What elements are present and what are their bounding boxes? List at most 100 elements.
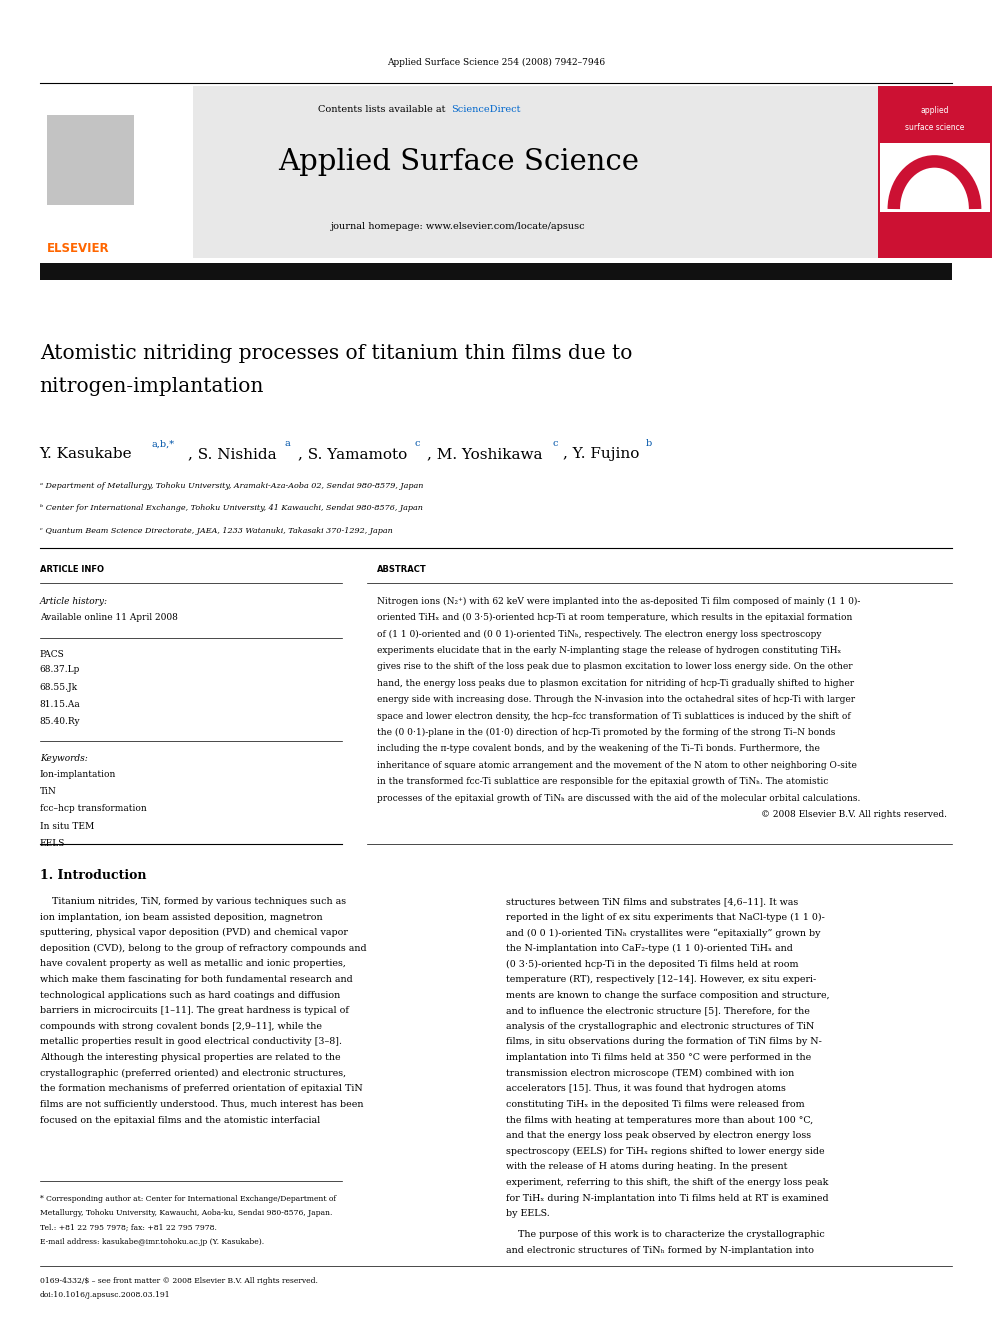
Text: processes of the epitaxial growth of TiNₕ are discussed with the aid of the mole: processes of the epitaxial growth of TiN… xyxy=(377,794,860,803)
Text: inheritance of square atomic arrangement and the movement of the N atom to other: inheritance of square atomic arrangement… xyxy=(377,761,857,770)
Text: films, in situ observations during the formation of TiN films by N-: films, in situ observations during the f… xyxy=(506,1037,821,1046)
Text: technological applications such as hard coatings and diffusion: technological applications such as hard … xyxy=(40,991,340,1000)
Text: transmission electron microscope (TEM) combined with ion: transmission electron microscope (TEM) c… xyxy=(506,1069,795,1078)
Text: temperature (RT), respectively [12–14]. However, ex situ experi-: temperature (RT), respectively [12–14]. … xyxy=(506,975,816,984)
FancyBboxPatch shape xyxy=(880,143,990,212)
Text: ABSTRACT: ABSTRACT xyxy=(377,565,427,574)
Text: Applied Surface Science 254 (2008) 7942–7946: Applied Surface Science 254 (2008) 7942–… xyxy=(387,58,605,67)
Text: films are not sufficiently understood. Thus, much interest has been: films are not sufficiently understood. T… xyxy=(40,1099,363,1109)
Text: Ion-implantation: Ion-implantation xyxy=(40,770,116,779)
Text: EELS: EELS xyxy=(40,839,65,848)
Text: Contents lists available at: Contents lists available at xyxy=(317,105,448,114)
Text: Although the interesting physical properties are related to the: Although the interesting physical proper… xyxy=(40,1053,340,1062)
Text: by EELS.: by EELS. xyxy=(506,1209,550,1218)
Text: ments are known to change the surface composition and structure,: ments are known to change the surface co… xyxy=(506,991,829,1000)
Text: the films with heating at temperatures more than about 100 °C,: the films with heating at temperatures m… xyxy=(506,1115,813,1125)
Text: for TiHₓ during N-implantation into Ti films held at RT is examined: for TiHₓ during N-implantation into Ti f… xyxy=(506,1193,828,1203)
Text: In situ TEM: In situ TEM xyxy=(40,822,94,831)
Text: , S. Nishida: , S. Nishida xyxy=(188,447,277,462)
Text: Applied Surface Science: Applied Surface Science xyxy=(278,148,639,176)
Text: space and lower electron density, the hcp–fcc transformation of Ti sublattices i: space and lower electron density, the hc… xyxy=(377,712,850,721)
Text: E-mail address: kasukabe@imr.tohoku.ac.jp (Y. Kasukabe).: E-mail address: kasukabe@imr.tohoku.ac.j… xyxy=(40,1238,264,1246)
Text: Titanium nitrides, TiN, formed by various techniques such as: Titanium nitrides, TiN, formed by variou… xyxy=(40,897,346,906)
Text: Y. Kasukabe: Y. Kasukabe xyxy=(40,447,132,462)
Text: analysis of the crystallographic and electronic structures of TiN: analysis of the crystallographic and ele… xyxy=(506,1021,814,1031)
Text: experiments elucidate that in the early N-implanting stage the release of hydrog: experiments elucidate that in the early … xyxy=(377,646,841,655)
Text: energy side with increasing dose. Through the N-invasion into the octahedral sit: energy side with increasing dose. Throug… xyxy=(377,695,855,704)
FancyBboxPatch shape xyxy=(878,86,992,258)
Text: b: b xyxy=(646,439,652,448)
Text: the formation mechanisms of preferred orientation of epitaxial TiN: the formation mechanisms of preferred or… xyxy=(40,1085,362,1093)
Text: TiN: TiN xyxy=(40,787,57,796)
Text: gives rise to the shift of the loss peak due to plasmon excitation to lower loss: gives rise to the shift of the loss peak… xyxy=(377,663,852,671)
Text: Metallurgy, Tohoku University, Kawauchi, Aoba-ku, Sendai 980-8576, Japan.: Metallurgy, Tohoku University, Kawauchi,… xyxy=(40,1209,332,1217)
Text: ᵇ Center for International Exchange, Tohoku University, 41 Kawauchi, Sendai 980-: ᵇ Center for International Exchange, Toh… xyxy=(40,504,423,512)
Text: (0 3⋅5)-oriented hcp-Ti in the deposited Ti films held at room: (0 3⋅5)-oriented hcp-Ti in the deposited… xyxy=(506,959,799,968)
Text: and (0 0 1)-oriented TiNₕ crystallites were “epitaxially” grown by: and (0 0 1)-oriented TiNₕ crystallites w… xyxy=(506,929,820,938)
Text: focused on the epitaxial films and the atomistic interfacial: focused on the epitaxial films and the a… xyxy=(40,1115,320,1125)
Text: accelerators [15]. Thus, it was found that hydrogen atoms: accelerators [15]. Thus, it was found th… xyxy=(506,1085,786,1093)
Text: The purpose of this work is to characterize the crystallographic: The purpose of this work is to character… xyxy=(506,1230,824,1240)
Text: with the release of H atoms during heating. In the present: with the release of H atoms during heati… xyxy=(506,1163,788,1171)
Text: hand, the energy loss peaks due to plasmon excitation for nitriding of hcp-Ti gr: hand, the energy loss peaks due to plasm… xyxy=(377,679,854,688)
Text: metallic properties result in good electrical conductivity [3–8].: metallic properties result in good elect… xyxy=(40,1037,341,1046)
Text: surface science: surface science xyxy=(905,123,964,132)
Text: journal homepage: www.elsevier.com/locate/apsusc: journal homepage: www.elsevier.com/locat… xyxy=(331,222,585,232)
Text: ARTICLE INFO: ARTICLE INFO xyxy=(40,565,104,574)
Text: , Y. Fujino: , Y. Fujino xyxy=(563,447,640,462)
Text: sputtering, physical vapor deposition (PVD) and chemical vapor: sputtering, physical vapor deposition (P… xyxy=(40,929,347,937)
Text: 0169-4332/$ – see front matter © 2008 Elsevier B.V. All rights reserved.: 0169-4332/$ – see front matter © 2008 El… xyxy=(40,1277,317,1285)
Text: spectroscopy (EELS) for TiHₓ regions shifted to lower energy side: spectroscopy (EELS) for TiHₓ regions shi… xyxy=(506,1147,824,1156)
Text: PACS: PACS xyxy=(40,650,64,659)
Text: ScienceDirect: ScienceDirect xyxy=(451,105,521,114)
FancyBboxPatch shape xyxy=(40,263,952,280)
Text: 68.55.Jk: 68.55.Jk xyxy=(40,683,77,692)
Text: experiment, referring to this shift, the shift of the energy loss peak: experiment, referring to this shift, the… xyxy=(506,1177,828,1187)
Text: reported in the light of ex situ experiments that NaCl-type (1 1 0)-: reported in the light of ex situ experim… xyxy=(506,913,824,922)
Text: Keywords:: Keywords: xyxy=(40,754,87,763)
Text: ᵃ Department of Metallurgy, Tohoku University, Aramaki-Aza-Aoba 02, Sendai 980-8: ᵃ Department of Metallurgy, Tohoku Unive… xyxy=(40,482,423,490)
FancyBboxPatch shape xyxy=(40,86,878,258)
Text: structures between TiN films and substrates [4,6–11]. It was: structures between TiN films and substra… xyxy=(506,897,799,906)
Text: crystallographic (preferred oriented) and electronic structures,: crystallographic (preferred oriented) an… xyxy=(40,1069,346,1078)
Text: a: a xyxy=(285,439,291,448)
Text: nitrogen-implantation: nitrogen-implantation xyxy=(40,377,264,396)
Text: 81.15.Aa: 81.15.Aa xyxy=(40,700,80,709)
Text: ELSEVIER: ELSEVIER xyxy=(47,242,109,255)
Text: Available online 11 April 2008: Available online 11 April 2008 xyxy=(40,613,178,622)
Text: which make them fascinating for both fundamental research and: which make them fascinating for both fun… xyxy=(40,975,352,984)
Text: constituting TiHₓ in the deposited Ti films were released from: constituting TiHₓ in the deposited Ti fi… xyxy=(506,1099,805,1109)
Text: ion implantation, ion beam assisted deposition, magnetron: ion implantation, ion beam assisted depo… xyxy=(40,913,322,922)
Text: and that the energy loss peak observed by electron energy loss: and that the energy loss peak observed b… xyxy=(506,1131,811,1140)
Text: a,b,*: a,b,* xyxy=(152,439,175,448)
Text: deposition (CVD), belong to the group of refractory compounds and: deposition (CVD), belong to the group of… xyxy=(40,943,366,953)
Text: applied: applied xyxy=(921,106,948,115)
Text: oriented TiHₓ and (0 3⋅5)-oriented hcp-Ti at room temperature, which results in : oriented TiHₓ and (0 3⋅5)-oriented hcp-T… xyxy=(377,613,852,622)
Text: compounds with strong covalent bonds [2,9–11], while the: compounds with strong covalent bonds [2,… xyxy=(40,1021,321,1031)
Text: Tel.: +81 22 795 7978; fax: +81 22 795 7978.: Tel.: +81 22 795 7978; fax: +81 22 795 7… xyxy=(40,1224,216,1232)
Text: the N-implantation into CaF₂-type (1 1 0)-oriented TiHₓ and: the N-implantation into CaF₂-type (1 1 0… xyxy=(506,943,793,953)
FancyBboxPatch shape xyxy=(40,86,193,258)
Text: 1. Introduction: 1. Introduction xyxy=(40,869,146,882)
Text: Nitrogen ions (N₂⁺) with 62 keV were implanted into the as-deposited Ti film com: Nitrogen ions (N₂⁺) with 62 keV were imp… xyxy=(377,597,860,606)
Text: of (1 1 0)-oriented and (0 0 1)-oriented TiNₕ, respectively. The electron energy: of (1 1 0)-oriented and (0 0 1)-oriented… xyxy=(377,630,821,639)
Text: , M. Yoshikawa: , M. Yoshikawa xyxy=(427,447,542,462)
Text: have covalent property as well as metallic and ionic properties,: have covalent property as well as metall… xyxy=(40,959,345,968)
Text: * Corresponding author at: Center for International Exchange/Department of: * Corresponding author at: Center for In… xyxy=(40,1195,336,1203)
Text: implantation into Ti films held at 350 °C were performed in the: implantation into Ti films held at 350 °… xyxy=(506,1053,811,1062)
Text: Atomistic nitriding processes of titanium thin films due to: Atomistic nitriding processes of titaniu… xyxy=(40,344,632,363)
Text: and electronic structures of TiNₕ formed by N-implantation into: and electronic structures of TiNₕ formed… xyxy=(506,1246,813,1254)
Text: the (0 0⋅1)-plane in the (01⋅0) direction of hcp-Ti promoted by the forming of t: the (0 0⋅1)-plane in the (01⋅0) directio… xyxy=(377,728,835,737)
FancyBboxPatch shape xyxy=(47,115,134,205)
Text: 85.40.Ry: 85.40.Ry xyxy=(40,717,80,726)
Text: , S. Yamamoto: , S. Yamamoto xyxy=(298,447,407,462)
Text: including the π-type covalent bonds, and by the weakening of the Ti–Ti bonds. Fu: including the π-type covalent bonds, and… xyxy=(377,745,819,753)
Text: 68.37.Lp: 68.37.Lp xyxy=(40,665,80,675)
Text: Article history:: Article history: xyxy=(40,597,108,606)
Text: © 2008 Elsevier B.V. All rights reserved.: © 2008 Elsevier B.V. All rights reserved… xyxy=(762,810,947,819)
Text: fcc–hcp transformation: fcc–hcp transformation xyxy=(40,804,147,814)
Text: c: c xyxy=(553,439,558,448)
Text: barriers in microcircuits [1–11]. The great hardness is typical of: barriers in microcircuits [1–11]. The gr… xyxy=(40,1007,348,1015)
Text: in the transformed fcc-Ti sublattice are responsible for the epitaxial growth of: in the transformed fcc-Ti sublattice are… xyxy=(377,777,828,786)
Text: doi:10.1016/j.apsusc.2008.03.191: doi:10.1016/j.apsusc.2008.03.191 xyxy=(40,1291,171,1299)
